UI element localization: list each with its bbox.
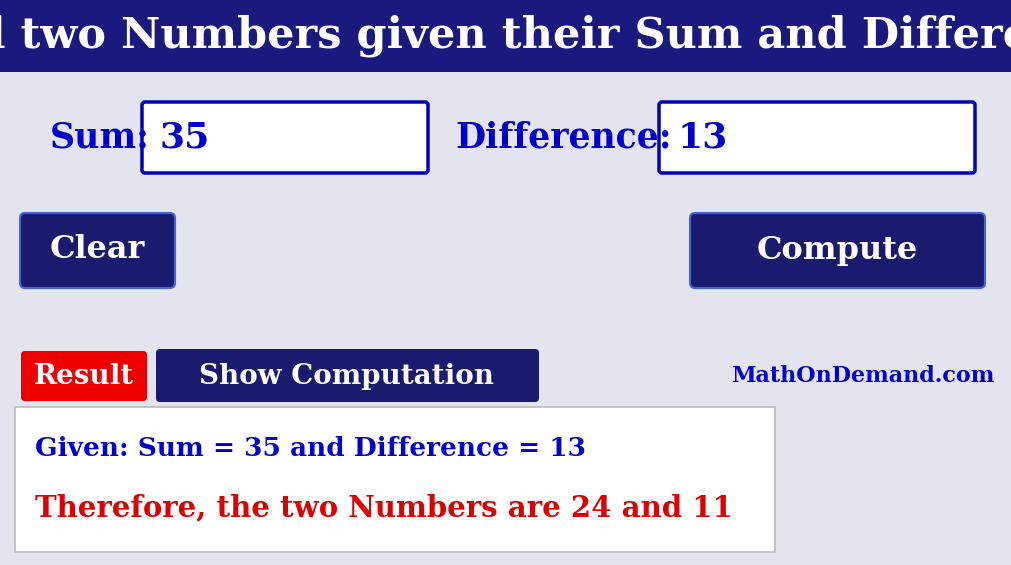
- Text: Therefore, the two Numbers are 24 and 11: Therefore, the two Numbers are 24 and 11: [35, 493, 732, 523]
- Text: MathOnDemand.com: MathOnDemand.com: [731, 365, 994, 387]
- FancyBboxPatch shape: [142, 102, 428, 173]
- Text: 13: 13: [677, 121, 728, 155]
- Text: Result: Result: [33, 363, 134, 389]
- Text: Find two Numbers given their Sum and Difference: Find two Numbers given their Sum and Dif…: [0, 15, 1011, 57]
- FancyBboxPatch shape: [21, 351, 147, 401]
- Text: Compute: Compute: [755, 234, 917, 266]
- Text: Show Computation: Show Computation: [199, 363, 494, 389]
- Text: Given: Sum = 35 and Difference = 13: Given: Sum = 35 and Difference = 13: [35, 436, 585, 460]
- Text: Difference:: Difference:: [455, 121, 671, 155]
- FancyBboxPatch shape: [690, 213, 984, 288]
- FancyBboxPatch shape: [156, 349, 539, 402]
- Text: 35: 35: [160, 121, 210, 155]
- Text: Clear: Clear: [50, 234, 145, 266]
- FancyBboxPatch shape: [15, 407, 774, 552]
- FancyBboxPatch shape: [0, 0, 1011, 72]
- FancyBboxPatch shape: [658, 102, 974, 173]
- FancyBboxPatch shape: [20, 213, 175, 288]
- Text: Sum:: Sum:: [50, 121, 150, 155]
